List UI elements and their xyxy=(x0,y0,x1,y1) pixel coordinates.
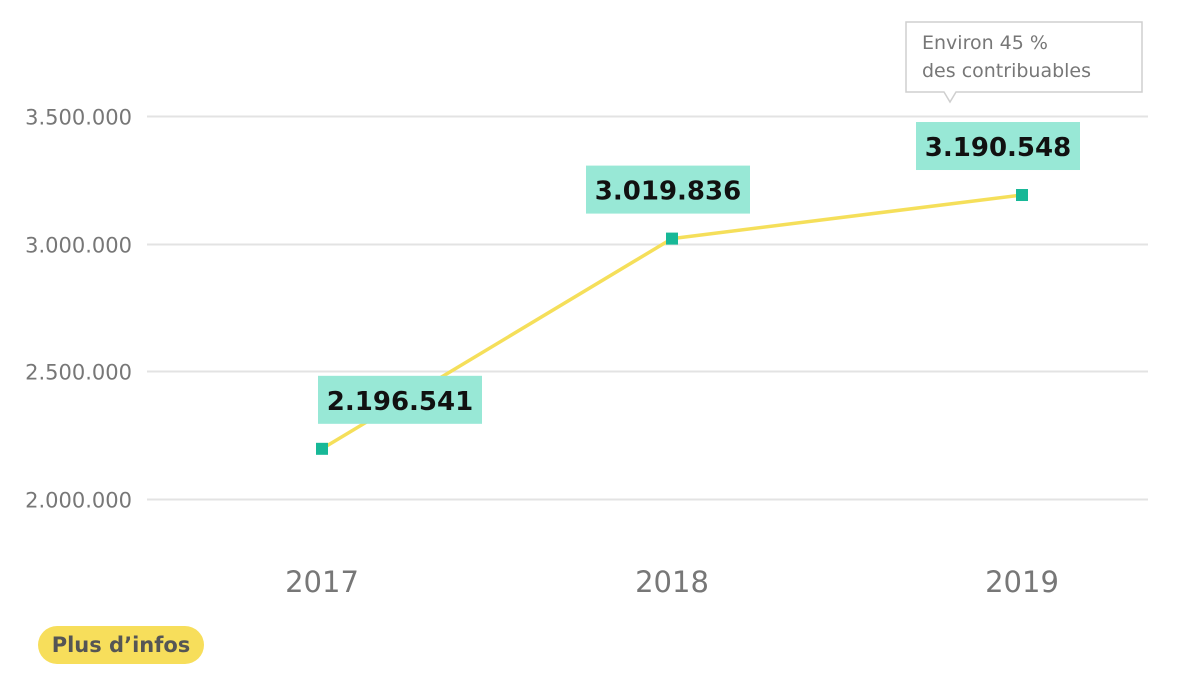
data-labels: 2.196.541 3.019.836 3.190.548 xyxy=(318,122,1080,424)
data-label-text: 3.190.548 xyxy=(925,133,1071,163)
y-tick-label: 3.000.000 xyxy=(25,234,132,258)
data-markers xyxy=(316,189,1028,455)
x-tick-label: 2019 xyxy=(985,565,1059,599)
y-tick-label: 2.500.000 xyxy=(25,361,132,385)
y-axis-tick-labels: 2.000.000 2.500.000 3.000.000 3.500.000 xyxy=(25,106,132,513)
annotation-box xyxy=(905,21,1143,104)
data-label-box xyxy=(586,165,750,214)
y-tick-label: 2.000.000 xyxy=(25,489,132,513)
data-label-box xyxy=(916,122,1080,171)
grid-lines xyxy=(147,115,1148,501)
more-info-button[interactable]: Plus d’infos xyxy=(38,626,204,664)
x-tick-label: 2018 xyxy=(635,565,709,599)
y-tick-label: 3.500.000 xyxy=(25,106,132,130)
x-axis-tick-labels: 2017 2018 2019 xyxy=(285,565,1059,599)
x-tick-label: 2017 xyxy=(285,565,359,599)
annotation-callout: Environ 45 % des contribuables xyxy=(905,21,1143,104)
data-point-marker xyxy=(316,442,328,455)
annotation-text: des contribuables xyxy=(922,60,1091,82)
data-point-marker xyxy=(1016,189,1028,202)
data-label-text: 3.019.836 xyxy=(595,177,741,207)
data-label-box xyxy=(318,375,482,424)
annotation-text: Environ 45 % xyxy=(922,32,1048,54)
data-point-marker xyxy=(666,232,678,245)
data-label-text: 2.196.541 xyxy=(327,387,473,417)
